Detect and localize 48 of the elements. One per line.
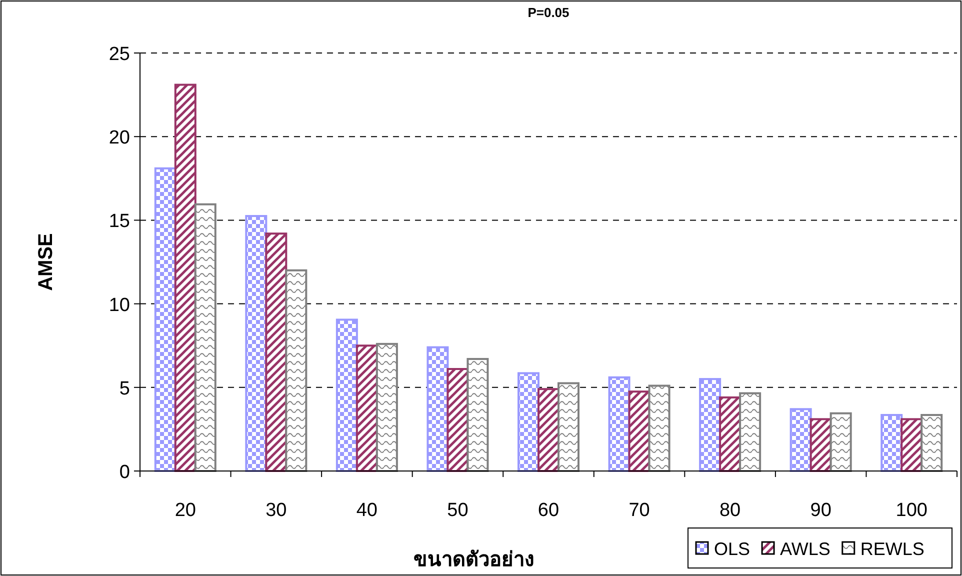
bar	[245, 215, 268, 472]
bar	[719, 396, 742, 472]
bar	[518, 372, 540, 472]
bar	[558, 382, 580, 472]
bar	[790, 408, 812, 472]
bar	[880, 414, 903, 472]
bar	[265, 232, 288, 472]
legend-label: REWLS	[860, 539, 924, 559]
bar	[900, 418, 923, 472]
x-tick-label: 100	[896, 500, 928, 521]
bar	[285, 269, 308, 472]
bar	[154, 167, 176, 472]
bar	[810, 418, 832, 472]
bar	[376, 342, 398, 472]
y-tick-label: 5	[119, 378, 130, 400]
y-axis-title: AMSE	[35, 233, 57, 291]
x-tick-label: 30	[266, 500, 287, 521]
bar	[920, 414, 943, 472]
bar	[608, 376, 630, 472]
y-tick-label: 15	[108, 211, 130, 232]
bar	[194, 203, 216, 472]
x-tick-label: 20	[174, 500, 196, 521]
y-tick-label: 0	[119, 462, 130, 483]
legend-label: AWLS	[780, 539, 830, 559]
bar	[538, 388, 560, 472]
y-tick-label: 10	[108, 294, 130, 316]
x-tick-label: 70	[628, 500, 650, 521]
legend-label: OLS	[714, 539, 750, 559]
bar	[356, 344, 378, 472]
x-tick-label: 60	[538, 500, 560, 521]
bar	[739, 392, 762, 472]
x-tick-label: 90	[810, 500, 832, 521]
chart-title: P=0.05	[528, 5, 570, 20]
bar	[699, 378, 722, 472]
x-tick-label: 50	[447, 500, 468, 521]
bar	[628, 390, 650, 472]
y-tick-label: 20	[108, 128, 130, 149]
bar	[336, 318, 358, 472]
x-tick-label: 40	[356, 500, 378, 521]
bar	[426, 346, 449, 472]
bar	[466, 358, 489, 472]
bar	[174, 84, 196, 472]
x-axis-title: ขนาดตัวอย่าง	[414, 549, 534, 571]
y-tick-label: 25	[108, 44, 130, 65]
bar	[446, 368, 469, 472]
x-tick-label: 80	[719, 500, 741, 521]
bar	[830, 412, 852, 472]
bar	[648, 384, 670, 472]
